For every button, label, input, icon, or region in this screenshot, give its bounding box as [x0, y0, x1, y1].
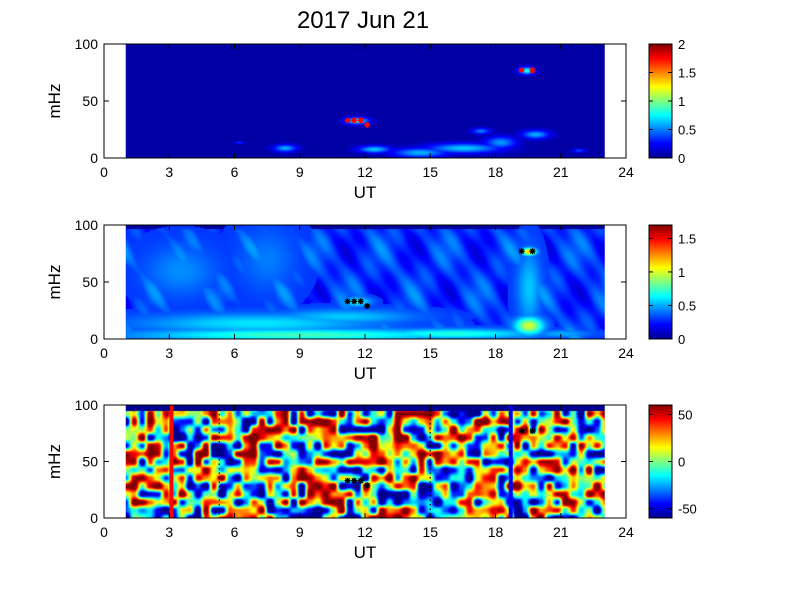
x-tick-label: 15 [422, 524, 438, 540]
spectrogram-image [125, 225, 605, 339]
event-marker-1 [351, 298, 358, 305]
x-tick-label: 15 [422, 164, 438, 180]
x-tick-label: 6 [231, 345, 239, 361]
event-marker-3 [364, 121, 371, 128]
x-tick-label: 21 [553, 345, 569, 361]
x-tick-label: 3 [165, 524, 173, 540]
event-marker-3 [364, 302, 371, 309]
colorbar-tick-label: 2 [678, 37, 685, 52]
colorbar-tick-label: 0.5 [678, 298, 696, 313]
x-tick-label: 21 [553, 164, 569, 180]
x-tick-label: 24 [618, 345, 634, 361]
x-tick-label: 12 [357, 345, 373, 361]
colorbar-tick-label: 1.5 [678, 231, 696, 246]
event-marker-1 [351, 477, 358, 484]
x-axis-label: UT [354, 183, 377, 202]
panel-top: 0 3 6 9 12 15 18 21 24 0 50 100 UT mHz 0 0.5 1 1.5 2 [45, 36, 696, 202]
spectrogram-image [125, 44, 605, 158]
event-marker-0 [344, 117, 351, 124]
event-marker-1 [351, 117, 358, 124]
y-axis-label: mHz [45, 84, 64, 119]
x-tick-label: 12 [357, 164, 373, 180]
x-tick-label: 18 [488, 524, 504, 540]
colorbar-tick-label: 1 [678, 94, 685, 109]
colorbar-tick-label: 50 [678, 407, 692, 422]
event-marker-2 [357, 298, 364, 305]
x-tick-label: 21 [553, 524, 569, 540]
y-tick-label: 50 [82, 274, 98, 290]
event-marker-2 [357, 477, 364, 484]
event-marker-0 [344, 477, 351, 484]
colorbar-tick-label: 1.5 [678, 66, 696, 81]
x-tick-label: 9 [296, 164, 304, 180]
event-marker-3 [364, 482, 371, 489]
colorbar-tick-label: 1 [678, 265, 685, 280]
x-tick-label: 15 [422, 345, 438, 361]
colorbar-tick-label: 0 [678, 332, 685, 347]
event-marker-4 [518, 427, 525, 434]
x-tick-label: 0 [100, 164, 108, 180]
event-marker-4 [518, 248, 525, 255]
panel-bottom: 0 3 6 9 12 15 18 21 24 0 50 100 UT mHz -50 0 50 [45, 397, 697, 562]
x-tick-label: 18 [488, 164, 504, 180]
colorbar-tick-label: -50 [678, 502, 697, 517]
event-marker-5 [529, 427, 536, 434]
y-tick-label: 100 [75, 36, 99, 52]
x-tick-label: 6 [231, 524, 239, 540]
x-tick-label: 24 [618, 164, 634, 180]
event-marker-4 [518, 67, 525, 74]
y-tick-label: 0 [90, 331, 98, 347]
y-tick-label: 100 [75, 217, 99, 233]
event-marker-0 [344, 298, 351, 305]
x-tick-label: 3 [165, 345, 173, 361]
event-marker-2 [357, 117, 364, 124]
y-axis-label: mHz [45, 444, 64, 479]
figure-title: 2017 Jun 21 [297, 7, 429, 34]
x-tick-label: 0 [100, 345, 108, 361]
x-tick-label: 9 [296, 524, 304, 540]
y-tick-label: 50 [82, 454, 98, 470]
colorbar-tick-label: 0 [678, 455, 685, 470]
spectrogram-image [125, 405, 605, 518]
y-axis-label: mHz [45, 265, 64, 300]
y-tick-label: 0 [90, 150, 98, 166]
x-tick-label: 0 [100, 524, 108, 540]
colorbar-tick-label: 0 [678, 151, 685, 166]
event-marker-5 [529, 248, 536, 255]
colorbar [648, 224, 673, 340]
x-tick-label: 18 [488, 345, 504, 361]
x-tick-label: 12 [357, 524, 373, 540]
x-tick-label: 3 [165, 164, 173, 180]
x-axis-label: UT [354, 543, 377, 562]
event-marker-5 [529, 67, 536, 74]
x-tick-label: 9 [296, 345, 304, 361]
y-tick-label: 0 [90, 510, 98, 526]
x-tick-label: 6 [231, 164, 239, 180]
x-tick-label: 24 [618, 524, 634, 540]
y-tick-label: 100 [75, 397, 99, 413]
colorbar-tick-label: 0.5 [678, 123, 696, 138]
panel-middle: 0 3 6 9 12 15 18 21 24 0 50 100 UT mHz 0 0.5 1 1.5 [45, 217, 696, 383]
x-axis-label: UT [354, 364, 377, 383]
y-tick-label: 50 [82, 93, 98, 109]
